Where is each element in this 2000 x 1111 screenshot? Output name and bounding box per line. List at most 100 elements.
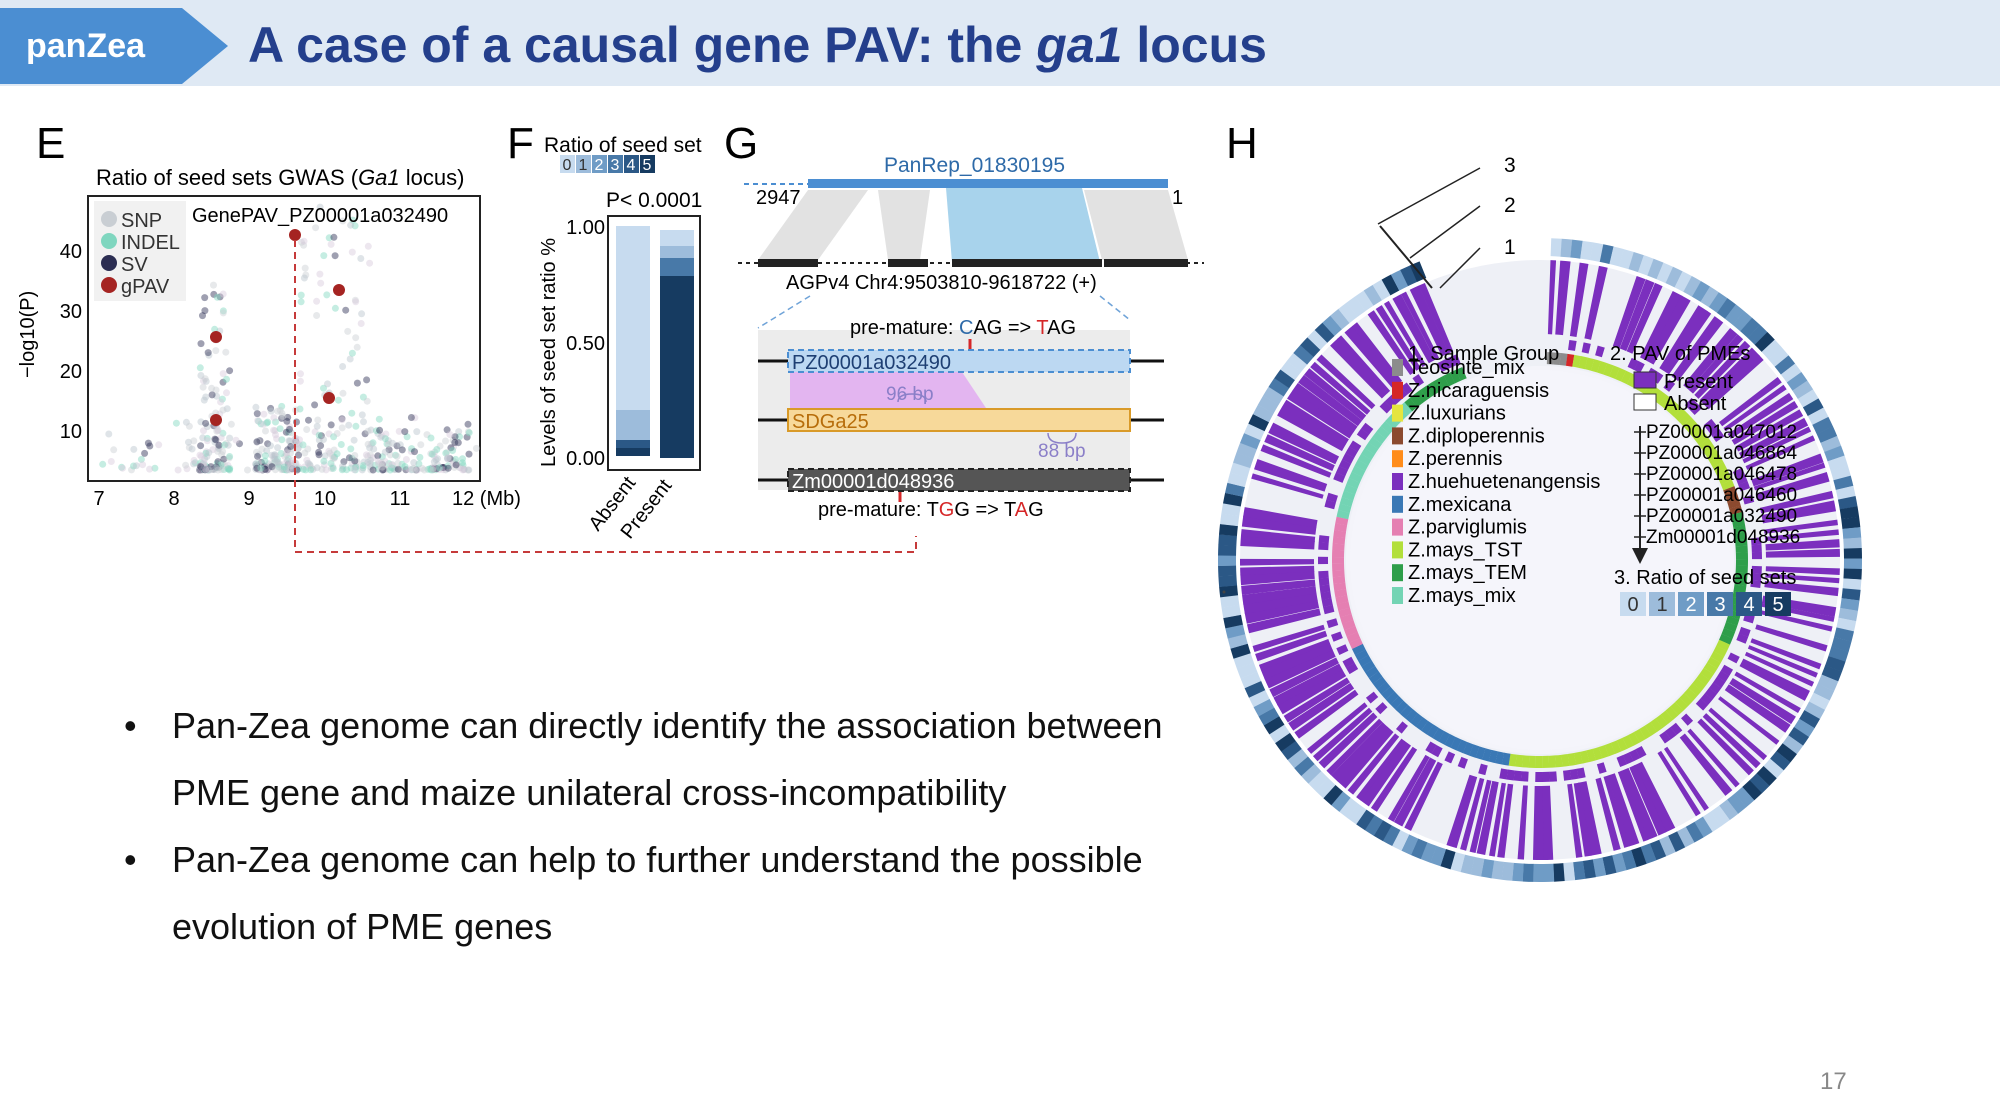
ring-segment <box>1723 621 1738 633</box>
scatter-point <box>212 464 220 472</box>
ring-segment <box>1834 627 1854 642</box>
ring-segment <box>1681 713 1694 726</box>
scatter-point <box>264 440 272 448</box>
ring-segment <box>1688 334 1744 394</box>
ring-segment <box>1751 544 1762 553</box>
ring-segment <box>1620 767 1658 841</box>
ring-segment <box>1694 340 1751 399</box>
scatter-point <box>366 463 374 471</box>
scatter-point <box>130 445 138 453</box>
pav-absent-label: Absent <box>1664 393 1727 415</box>
group-label: Z.diploperennis <box>1408 425 1545 447</box>
scatter-point <box>436 442 444 450</box>
scatter-point <box>287 462 295 470</box>
scatter-point <box>358 466 366 474</box>
ring-segment <box>1843 568 1862 580</box>
ring-segment <box>1700 693 1713 706</box>
ring-segment <box>1750 537 1762 546</box>
scatter-point <box>331 304 339 312</box>
group-swatch <box>1392 541 1403 559</box>
scatter-point <box>465 429 473 437</box>
scatter-point <box>347 221 355 229</box>
ring-segment <box>1734 578 1748 587</box>
ring-segment <box>1682 417 1697 431</box>
scatter-point <box>320 436 327 443</box>
ring-segment <box>1431 378 1444 393</box>
ring-segment <box>1241 515 1317 535</box>
scatter-point <box>107 458 115 465</box>
scatter-point <box>197 442 205 450</box>
ring-segment <box>1396 721 1408 734</box>
scatter-point <box>270 414 278 422</box>
scatter-point <box>260 410 268 418</box>
legend-gpav: gPAV <box>121 276 170 298</box>
scatter-point <box>427 434 435 442</box>
ring-segment <box>1597 361 1608 375</box>
scatter-point <box>197 372 205 379</box>
scatter-point <box>196 466 204 474</box>
scatter-point <box>268 463 276 471</box>
group-swatch <box>1392 404 1403 422</box>
ring-segment <box>1704 354 1764 410</box>
ring-segment <box>1437 375 1450 390</box>
ring-segment <box>1304 368 1367 421</box>
scatter-point <box>267 407 275 415</box>
ring-segment <box>1550 238 1562 257</box>
scatter-point <box>432 465 439 473</box>
scatter-point <box>264 466 272 474</box>
ring-segment <box>1727 793 1747 814</box>
ring-segment <box>1450 354 1461 367</box>
scatter-point <box>220 455 228 463</box>
ring-segment <box>1221 503 1241 517</box>
scatter-point <box>203 464 211 472</box>
scatter-point <box>352 463 360 471</box>
scatter-point <box>226 434 234 442</box>
ring-segment <box>1702 713 1761 769</box>
ring-segment <box>1696 672 1710 686</box>
ring-segment <box>1804 701 1826 720</box>
scatter-point <box>201 375 209 383</box>
scatter-point <box>348 454 356 462</box>
scatter-point <box>199 383 207 391</box>
ring-segment <box>1420 842 1437 863</box>
scatter-point <box>333 430 341 437</box>
ring-segment <box>1759 490 1834 514</box>
ring-segment <box>1735 552 1748 560</box>
panel-h-letter: H <box>1226 119 1258 168</box>
scatter-point <box>439 466 447 474</box>
ring-segment <box>1401 291 1440 360</box>
ring-segment <box>1301 763 1322 784</box>
ring-segment <box>1710 651 1725 663</box>
scatter-point <box>225 454 233 462</box>
scatter-point <box>257 420 265 428</box>
ring-segment <box>1381 686 1395 700</box>
ring-segment <box>1612 276 1646 349</box>
scatter-point <box>200 396 208 404</box>
scatter-point <box>172 419 180 427</box>
ring-segment <box>1244 680 1266 698</box>
title-text-2: locus <box>1122 17 1267 73</box>
ring-segment <box>1712 430 1725 442</box>
ring-segment <box>1326 492 1338 503</box>
scatter-point <box>381 435 389 443</box>
scatter-point <box>432 466 440 474</box>
ring-segment <box>1764 529 1839 542</box>
ring-segment <box>1361 448 1375 461</box>
ring-segment <box>1825 655 1846 672</box>
scatter-point <box>197 418 205 426</box>
panel-h: H 3 2 1 1. Sample Group Teosinte_mixZ.ni… <box>1218 119 1862 882</box>
scatter-point <box>244 466 251 474</box>
scatter-point <box>255 460 263 467</box>
ring-segment <box>1706 449 1720 462</box>
scatter-point <box>203 434 211 442</box>
scatter-point <box>253 462 261 470</box>
scatter-point <box>146 465 154 473</box>
scatter-point <box>202 419 210 427</box>
ring-segment <box>1330 338 1388 399</box>
ring-segment <box>1720 664 1734 677</box>
ring-segment <box>1739 417 1809 459</box>
ring-segment <box>1816 426 1838 444</box>
ring-segment <box>1843 548 1862 559</box>
scatter-point <box>321 452 329 460</box>
